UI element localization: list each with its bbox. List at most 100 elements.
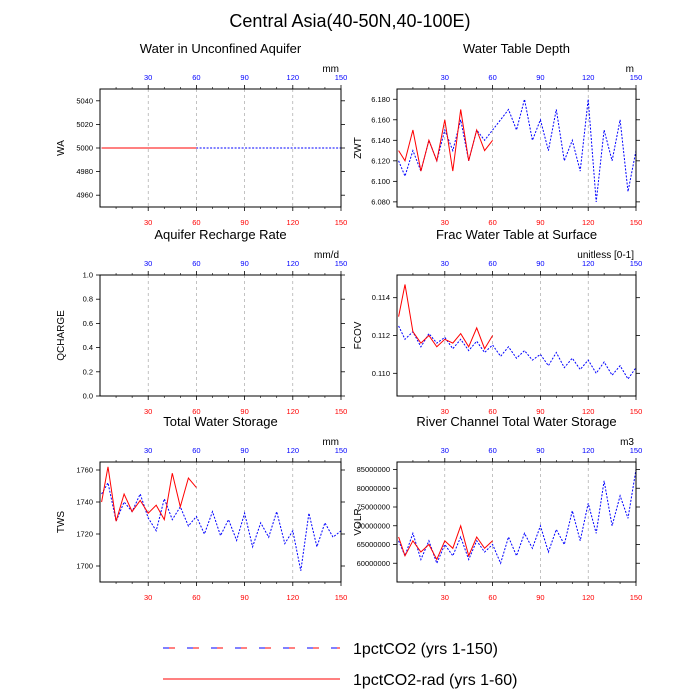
x-tick-label-bottom: 120 [287,218,300,227]
y-axis-label: WA [56,140,67,156]
y-tick-label: 0.4 [83,343,93,352]
x-tick-label-top: 90 [240,259,248,268]
panel-title: Frac Water Table at Surface [436,227,597,242]
x-tick-label-top: 30 [144,73,152,82]
plot-frame [396,274,637,397]
y-tick-label: 1.0 [83,271,93,280]
y-tick-label: 0.2 [83,367,93,376]
x-tick-label-top: 150 [630,259,643,268]
y-tick-label: 65000000 [357,540,390,549]
y-tick-label: 6.160 [371,115,390,124]
x-tick-label-top: 120 [287,259,300,268]
y-tick-label: 75000000 [357,503,390,512]
y-tick-label: 6.180 [371,95,390,104]
x-tick-label-bottom: 150 [630,407,643,416]
legend-label: 1pctCO2 (yrs 1-150) [353,641,498,658]
panel-wa: Water in Unconfined Aquifer mm WA 30 30 60 60 9… [56,41,347,227]
x-tick-label-bottom: 120 [582,218,595,227]
series-line-1pctco2-rad [398,109,493,172]
x-tick-label-bottom: 30 [441,593,449,602]
legend: 1pctCO2 (yrs 1-150) 1pctCO2-rad (yrs 1-60… [163,641,518,689]
series-line-1pctco2-rad [398,524,493,561]
x-tick-label-top: 60 [192,259,200,268]
x-tick-label-bottom: 150 [630,218,643,227]
plot-frame [99,88,342,208]
x-tick-label-top: 150 [335,446,348,455]
y-tick-label: 0.114 [372,293,390,302]
x-tick-label-bottom: 30 [144,218,152,227]
y-tick-label: 5020 [76,120,93,129]
x-tick-label-top: 150 [630,73,643,82]
series-line-1pctco2-rad [101,466,197,522]
x-tick-label-bottom: 120 [287,593,300,602]
x-tick-label-bottom: 150 [335,218,348,227]
plot-frame [99,274,342,397]
x-tick-label-top: 90 [536,73,544,82]
y-tick-label: 1760 [76,466,93,475]
x-tick-label-top: 60 [488,446,496,455]
x-tick-label-top: 60 [488,73,496,82]
y-tick-label: 5000 [76,144,93,153]
x-tick-label-top: 90 [240,446,248,455]
series-line-1pctco2-rad [398,284,494,350]
y-tick-label: 4960 [76,191,93,200]
x-tick-label-top: 60 [192,446,200,455]
y-tick-label: 1700 [76,562,93,571]
panels: Water in Unconfined Aquifer mm WA 30 30 60 60 9… [56,41,642,602]
panel-title: Aquifer Recharge Rate [154,227,286,242]
y-tick-label: 60000000 [357,559,390,568]
x-tick-label-top: 120 [582,73,595,82]
y-axis-label: QCHARGE [56,310,67,361]
x-tick-label-bottom: 60 [488,407,496,416]
y-tick-label: 6.100 [371,177,390,186]
panel-qcharge: Aquifer Recharge Rate mm/d QCHARGE 30 30 60 60… [56,227,347,416]
plot-frame [99,461,342,583]
y-tick-label: 1740 [76,498,93,507]
plot-frame [396,461,637,583]
x-tick-label-bottom: 30 [144,407,152,416]
x-tick-label-bottom: 90 [536,593,544,602]
series-line-1pctco2 [398,469,637,565]
panel-fcov: Frac Water Table at Surface unitless [0-1… [353,227,642,416]
x-tick-label-top: 150 [630,446,643,455]
x-tick-label-bottom: 120 [582,407,595,416]
unit-label: mm [322,64,339,75]
panel-title: Water in Unconfined Aquifer [140,41,302,56]
x-tick-label-top: 30 [441,446,449,455]
series-line-1pctco2 [398,325,637,380]
y-tick-label: 70000000 [357,521,390,530]
x-tick-label-top: 90 [240,73,248,82]
y-tick-label: 0.110 [372,369,390,378]
y-tick-label: 5040 [76,96,93,105]
x-tick-label-top: 30 [144,259,152,268]
panel-tws: Total Water Storage mm TWS 30 30 60 60 90 90 120 1… [56,414,347,602]
unit-label: unitless [0-1] [577,250,634,261]
y-tick-label: 6.080 [371,197,390,206]
x-tick-label-bottom: 60 [488,218,496,227]
x-tick-label-bottom: 30 [144,593,152,602]
figure-title: Central Asia(40-50N,40-100E) [229,11,470,31]
x-tick-label-top: 30 [441,73,449,82]
series-line-1pctco2 [101,481,342,571]
x-tick-label-bottom: 90 [536,407,544,416]
panel-title: River Channel Total Water Storage [416,414,616,429]
unit-label: m3 [620,437,634,448]
x-tick-label-bottom: 90 [240,218,248,227]
x-tick-label-bottom: 150 [630,593,643,602]
panel-volr: River Channel Total Water Storage m3 VOLR 3… [353,414,642,602]
x-tick-label-bottom: 90 [240,407,248,416]
y-tick-label: 80000000 [357,484,390,493]
x-tick-label-bottom: 120 [582,593,595,602]
unit-label: m [626,64,634,75]
series-line-1pctco2 [398,99,637,202]
y-tick-label: 0.8 [83,295,93,304]
legend-label: 1pctCO2-rad (yrs 1-60) [353,672,518,689]
x-tick-label-bottom: 60 [488,593,496,602]
y-axis-label: ZWT [353,137,364,159]
y-tick-label: 6.140 [371,136,390,145]
panel-title: Total Water Storage [163,414,277,429]
x-tick-label-bottom: 30 [441,407,449,416]
x-tick-label-top: 120 [287,73,300,82]
x-tick-label-top: 90 [536,446,544,455]
y-tick-label: 4980 [76,167,93,176]
